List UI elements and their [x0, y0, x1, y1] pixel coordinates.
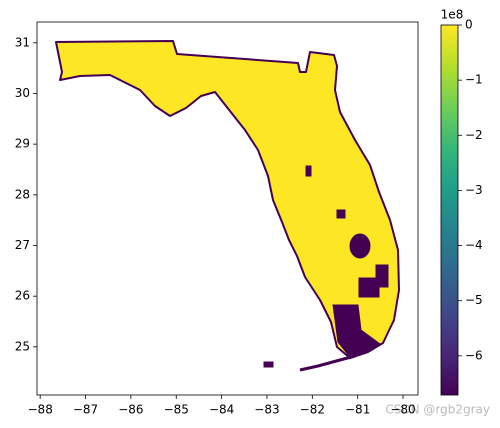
- x-tick-label: −83: [254, 403, 279, 417]
- colorbar: [440, 24, 459, 396]
- keys: [299, 354, 356, 372]
- y-tick-label: 28: [15, 187, 30, 201]
- x-tick-label: −81: [345, 403, 370, 417]
- watermark: CSDN @rgb2gray: [385, 403, 490, 417]
- low-value-region: [263, 361, 274, 368]
- colorbar-tick-label: −4: [465, 238, 483, 252]
- x-tick-label: −86: [118, 403, 143, 417]
- low-value-region: [332, 304, 381, 358]
- colorbar-tick-label: −5: [465, 293, 483, 307]
- y-tick-label: 31: [15, 35, 30, 49]
- x-tick-label: −85: [164, 403, 189, 417]
- y-tick-label: 26: [15, 289, 30, 303]
- colorbar-tick-label: −1: [465, 73, 483, 87]
- x-tick-label: −84: [209, 403, 234, 417]
- low-value-region: [336, 209, 346, 219]
- land: [55, 40, 400, 359]
- y-tick-label: 30: [15, 86, 30, 100]
- x-tick-label: −87: [73, 403, 98, 417]
- low-value-region: [375, 264, 389, 288]
- colorbar-tick-label: −2: [465, 128, 483, 142]
- x-tick-label: −88: [28, 403, 53, 417]
- x-tick-label: −82: [300, 403, 325, 417]
- y-tick-label: 25: [15, 339, 30, 353]
- axes-frame: [36, 21, 419, 396]
- low-value-region: [305, 165, 312, 177]
- low-value-region: [349, 233, 371, 259]
- colorbar-tick-label: −3: [465, 183, 483, 197]
- colorbar-tick-label: 0: [465, 18, 473, 32]
- y-tick-label: 29: [15, 137, 30, 151]
- colorbar-tick-label: −6: [465, 348, 483, 362]
- colorbar-offset: 1e8: [441, 8, 464, 22]
- x-tick-label: −80: [390, 403, 415, 417]
- y-tick-label: 27: [15, 238, 30, 252]
- florida-map: [55, 40, 400, 372]
